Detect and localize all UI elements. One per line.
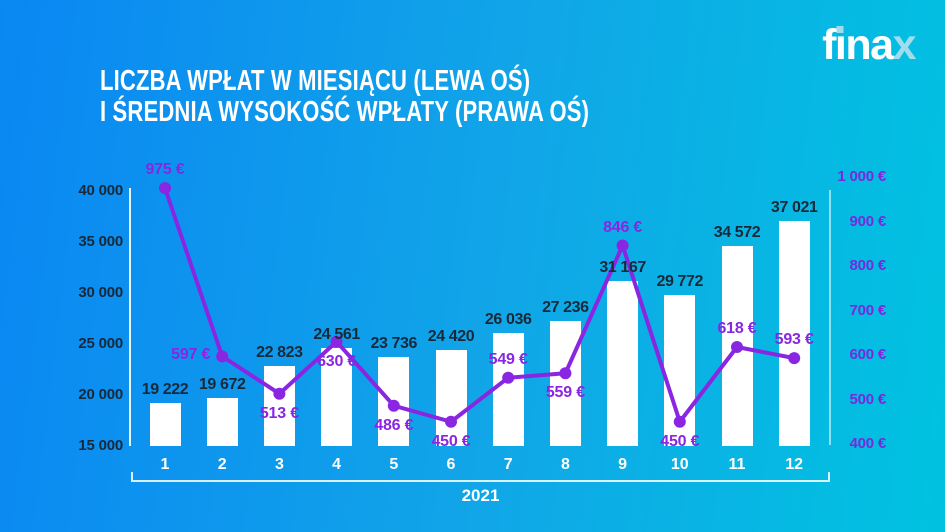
finax-logo: fı nax	[822, 21, 917, 69]
bar-month-11	[721, 246, 753, 446]
line-value-label-month-4: 630 €	[317, 352, 357, 370]
logo-letter-x: x	[892, 21, 917, 69]
x-axis-label-month-10: 10	[670, 456, 689, 473]
x-axis-label-month-8: 8	[560, 456, 570, 473]
x-axis-label-month-11: 11	[728, 456, 746, 473]
line-value-label-month-6: 450 €	[431, 432, 471, 450]
right-axis-tick-700€: 700 €	[849, 301, 886, 319]
line-value-label-month-7: 549 €	[488, 350, 528, 368]
line-value-label-month-12: 593 €	[774, 331, 814, 349]
line-value-label-month-1: 975 €	[145, 161, 185, 179]
x-axis-label-month-6: 6	[446, 456, 456, 473]
bar-value-label-month-12: 37 021	[770, 199, 818, 217]
bar-month-10	[664, 295, 696, 446]
left-axis-tick-15000: 15 000	[78, 437, 123, 454]
left-axis-tick-25000: 25 000	[78, 335, 123, 352]
bar-month-9	[607, 281, 639, 446]
left-axis-tick-35000: 35 000	[78, 233, 123, 250]
left-axis-tick-40000: 40 000	[78, 182, 123, 199]
right-axis-tick-600€: 600 €	[849, 346, 886, 363]
logo-i-dot	[836, 26, 844, 33]
bar-month-6	[435, 349, 467, 446]
bar-value-label-month-2: 19 672	[198, 376, 246, 394]
chart-title: LICZBA WPŁAT W MIESIĄCU (LEWA OŚ) I ŚRED…	[100, 66, 589, 128]
right-axis-tick-900€: 900 €	[849, 212, 886, 230]
x-axis-label-month-1: 1	[160, 456, 170, 473]
bar-value-label-month-6: 24 420	[427, 327, 475, 345]
chart-title-line1: LICZBA WPŁAT W MIESIĄCU (LEWA OŚ)	[100, 65, 531, 97]
year-label: 2021	[461, 486, 500, 505]
bar-value-label-month-10: 29 772	[656, 273, 704, 291]
line-value-label-month-8: 559 €	[545, 384, 585, 402]
bar-month-2	[206, 398, 238, 446]
x-axis-label-month-4: 4	[332, 456, 342, 473]
logo-letter-f: f	[822, 21, 836, 69]
line-value-label-month-10: 450 €	[660, 432, 700, 450]
left-axis-line	[129, 188, 131, 446]
right-axis-line	[829, 190, 831, 445]
chart-title-line2: I ŚREDNIA WYSOKOŚĆ WPŁATY (PRAWA OŚ)	[100, 96, 590, 128]
right-axis-tick-1000€: 1 000 €	[837, 168, 886, 185]
x-axis-label-month-5: 5	[389, 456, 399, 473]
logo-letter-a: a	[870, 21, 894, 69]
bar-value-label-month-8: 27 236	[542, 299, 589, 317]
line-point-month-2	[216, 350, 229, 363]
right-axis-tick-800€: 800 €	[849, 257, 886, 274]
x-axis-label-month-7: 7	[503, 456, 513, 473]
bar-month-1	[149, 402, 181, 446]
logo-letter-n: n	[845, 21, 871, 69]
right-axis-tick-400€: 400 €	[849, 435, 886, 452]
x-axis-label-month-2: 2	[217, 456, 227, 473]
left-axis-tick-20000: 20 000	[78, 386, 123, 403]
logo-letter-i: ı	[834, 21, 847, 69]
x-axis-bracket	[131, 472, 830, 482]
line-value-label-month-2: 597 €	[171, 346, 211, 364]
x-axis-label-month-12: 12	[785, 456, 804, 473]
bar-value-label-month-11: 34 572	[713, 224, 761, 242]
line-value-label-month-3: 513 €	[259, 404, 299, 422]
line-point-month-9	[616, 239, 629, 252]
left-axis-tick-30000: 30 000	[78, 284, 123, 301]
right-axis-tick-500€: 500 €	[849, 390, 886, 408]
line-point-month-1	[159, 182, 171, 195]
x-axis-label-month-9: 9	[618, 456, 628, 473]
x-axis-label-month-3: 3	[274, 456, 284, 473]
line-value-label-month-9: 846 €	[603, 218, 643, 236]
